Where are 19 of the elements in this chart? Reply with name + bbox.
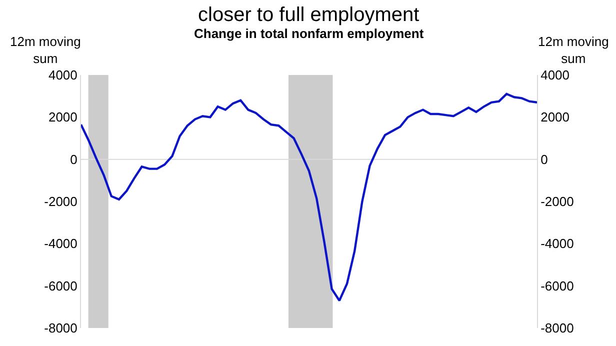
line-series — [81, 92, 537, 302]
y-tick-label: 4000 — [48, 68, 78, 83]
y2-tick-label: -2000 — [540, 194, 574, 210]
y-tick-label: -2000 — [44, 194, 78, 210]
y-axis-title: 12m moving sum — [10, 34, 81, 66]
chart-title: closer to full employment — [198, 4, 420, 26]
chart-subtitle: Change in total nonfarm employment — [194, 26, 424, 41]
y2-tick-label: -4000 — [540, 236, 574, 252]
y2-tick-label: -6000 — [540, 278, 574, 294]
y2-tick-label: 4000 — [540, 68, 570, 83]
y-tick-label: 2000 — [48, 110, 78, 125]
y-tick-label: -8000 — [44, 320, 78, 336]
y-tick-label: -4000 — [44, 236, 78, 252]
y2-tick-label: 2000 — [540, 110, 570, 125]
y2-axis-title: 12m moving sum — [538, 34, 609, 66]
y-tick-label: -6000 — [44, 278, 78, 294]
y2-tick-label: 0 — [540, 152, 548, 167]
y2-tick-label: -8000 — [540, 320, 574, 336]
y-tick-label: 0 — [70, 152, 78, 167]
